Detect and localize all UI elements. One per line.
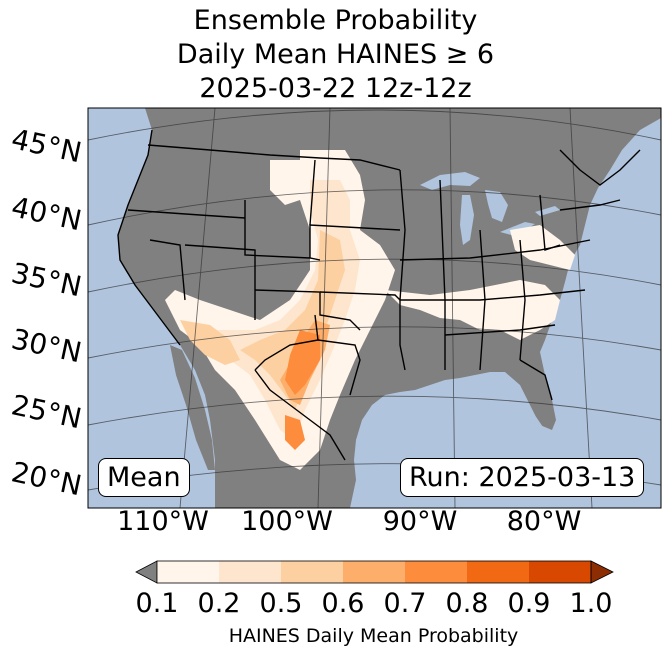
colorbar-tick-1: 0.2 <box>197 588 241 619</box>
baja-peninsula <box>170 345 215 470</box>
colorbar-tick-4: 0.7 <box>383 588 427 619</box>
colorbar-under-arrow <box>135 560 158 584</box>
mean-label-box: Mean <box>98 458 190 497</box>
colorbar-label: HAINES Daily Mean Probability <box>228 625 519 647</box>
probability-shading <box>165 150 575 470</box>
lake-superior <box>420 172 480 190</box>
title-line-2: Daily Mean HAINES ≥ 6 <box>176 39 495 70</box>
lon-label-80: 80°W <box>506 506 582 537</box>
colorbar-segments <box>157 561 592 583</box>
lon-label-110: 110°W <box>117 506 209 537</box>
title-line-1: Ensemble Probability <box>193 5 478 36</box>
run-date-box: Run: 2025-03-13 <box>400 458 645 497</box>
lake-huron <box>485 190 508 222</box>
colorbar-tick-2: 0.5 <box>259 588 303 619</box>
colorbar-tick-3: 0.6 <box>321 588 365 619</box>
chart-title: Ensemble Probability Daily Mean HAINES ≥… <box>0 4 671 106</box>
colorbar-segment-2 <box>281 561 344 583</box>
colorbar-segment-6 <box>529 561 592 583</box>
colorbar-over-arrow <box>590 560 614 584</box>
colorbar-tick-0: 0.1 <box>135 588 179 619</box>
lon-label-100: 100°W <box>241 506 333 537</box>
colorbar-segment-4 <box>405 561 468 583</box>
lon-label-90: 90°W <box>382 506 458 537</box>
colorbar-frame <box>156 560 592 584</box>
colorbar-segment-0 <box>157 561 220 583</box>
title-line-3: 2025-03-22 12z-12z <box>199 73 472 104</box>
colorbar-tick-5: 0.8 <box>445 588 489 619</box>
colorbar-segment-1 <box>219 561 282 583</box>
colorbar-segment-3 <box>343 561 406 583</box>
colorbar-segment-5 <box>467 561 530 583</box>
colorbar-tick-6: 0.9 <box>507 588 551 619</box>
map-frame <box>87 107 662 509</box>
lake-michigan <box>460 195 474 245</box>
state-borders <box>117 129 641 461</box>
colorbar-tick-7: 1.0 <box>569 588 613 619</box>
